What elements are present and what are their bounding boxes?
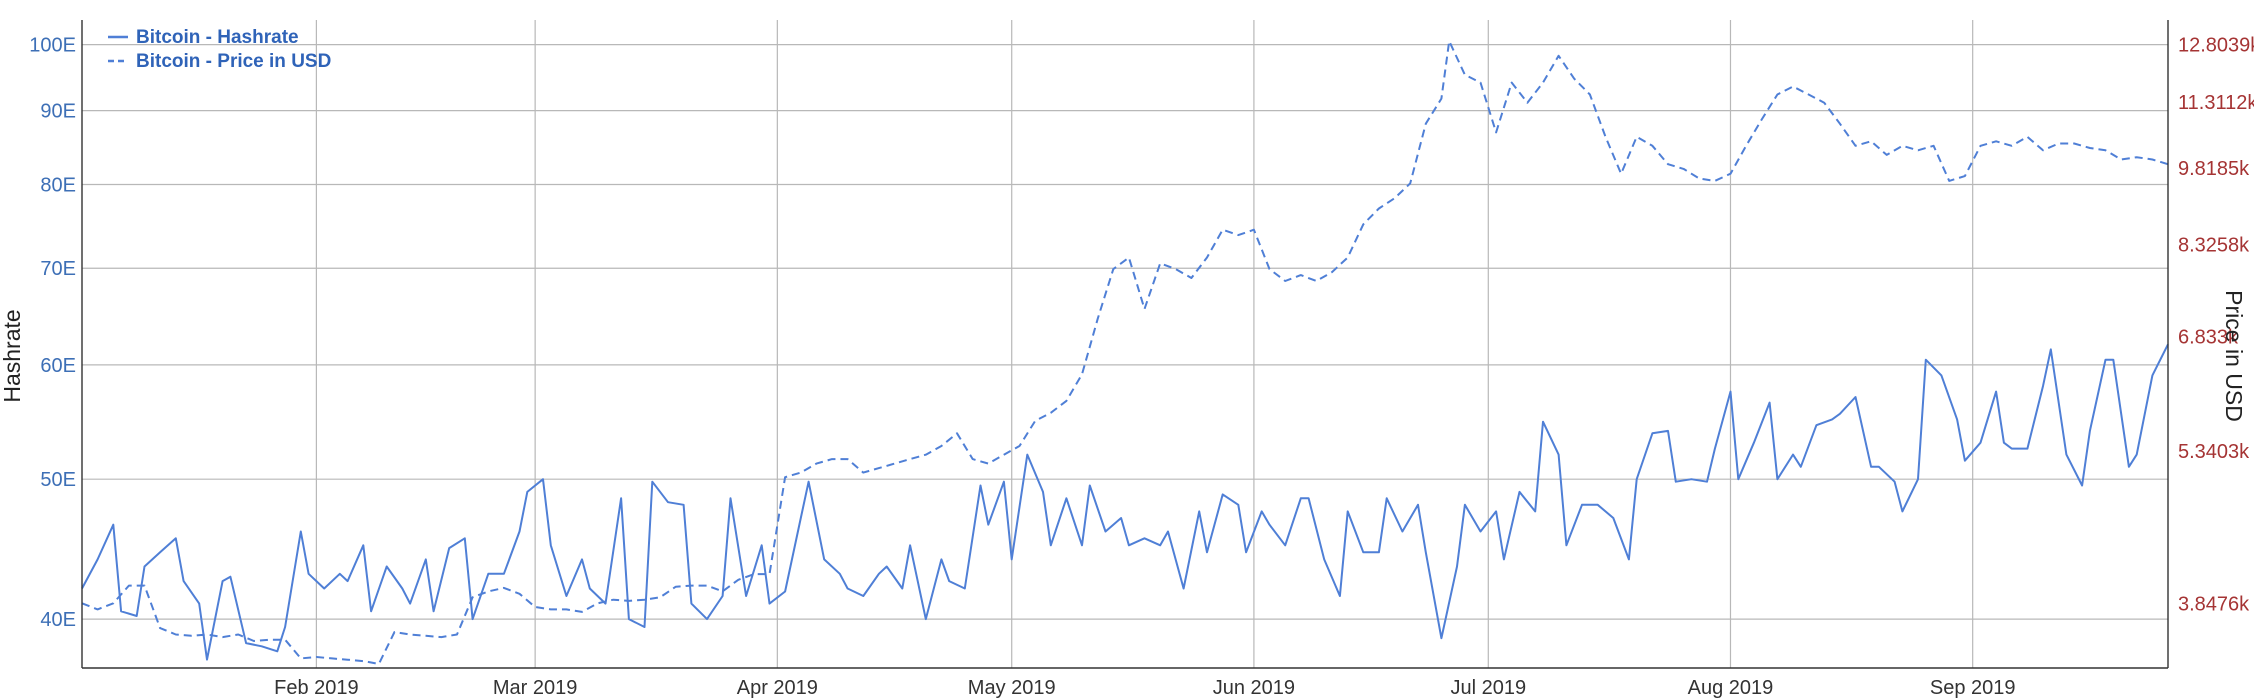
- y-left-tick-label: 50E: [40, 469, 76, 491]
- series-layer: [81, 40, 2169, 665]
- y-left-tick-label: 40E: [40, 609, 76, 631]
- legend: Bitcoin - Hashrate Bitcoin - Price in US…: [108, 27, 331, 72]
- series-line-price: [81, 40, 2169, 665]
- vertical-gridlines: [315, 20, 1974, 668]
- x-tick-label: Apr 2019: [737, 677, 818, 699]
- y-right-tick-label: 3.8476k: [2178, 594, 2250, 616]
- y-right-tick-label: 12.8039k: [2178, 35, 2254, 57]
- horizontal-gridlines: [82, 43, 2168, 620]
- x-tick-label: Sep 2019: [1930, 677, 2016, 699]
- y-right-tick-label: 9.8185k: [2178, 158, 2250, 180]
- y-axis-title-right: Price in USD: [2221, 290, 2247, 422]
- axes-layer: [81, 20, 2169, 669]
- x-tick-label: Aug 2019: [1688, 677, 1774, 699]
- x-tick-label: Mar 2019: [493, 677, 578, 699]
- y-right-tick-label: 8.3258k: [2178, 235, 2250, 257]
- x-tick-label: Feb 2019: [274, 677, 359, 699]
- x-tick-label: Jun 2019: [1213, 677, 1295, 699]
- x-tick-label: May 2019: [968, 677, 1056, 699]
- y-right-tick-label: 5.3403k: [2178, 441, 2250, 463]
- x-tick-labels: Feb 2019 Mar 2019 Apr 2019 May 2019 Jun 2019…: [274, 677, 2015, 699]
- series-line-hashrate: [81, 343, 2169, 661]
- y-right-tick-label: 6.833k: [2178, 327, 2239, 349]
- legend-label-price: Bitcoin - Price in USD: [136, 51, 331, 72]
- y-left-tick-label: 100E: [29, 35, 76, 57]
- y-left-tick-label: 90E: [40, 101, 76, 123]
- legend-label-hashrate: Bitcoin - Hashrate: [136, 27, 299, 48]
- y-left-tick-label: 80E: [40, 175, 76, 197]
- right-tick-labels: 3.8476k 5.3403k 6.833k 8.3258k 9.8185k 11.311…: [2178, 35, 2254, 616]
- y-right-tick-label: 11.3112k: [2178, 92, 2254, 114]
- y-axis-title-left: Hashrate: [0, 309, 25, 402]
- left-tick-labels: 40E 50E 60E 70E 80E 90E 100E: [29, 35, 76, 632]
- x-tick-label: Jul 2019: [1450, 677, 1526, 699]
- y-left-tick-label: 70E: [40, 258, 76, 280]
- y-left-tick-label: 60E: [40, 355, 76, 377]
